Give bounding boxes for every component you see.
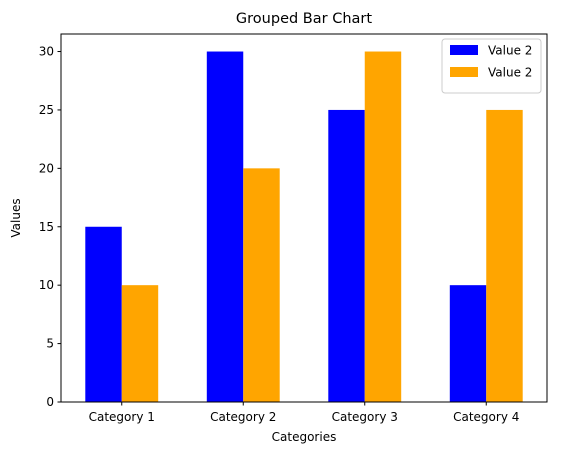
plot-frame	[60, 33, 548, 403]
x-axis-label: Categories	[272, 430, 337, 444]
y-tick-label: 5	[46, 337, 54, 351]
y-tick-label: 15	[39, 220, 54, 234]
bar-series1-category-4	[449, 285, 487, 402]
plot-area	[85, 51, 523, 403]
bar-series2-category-4	[486, 109, 523, 402]
legend-swatch	[450, 45, 478, 55]
x-axis: Category 1 Category 2 Category 3 Category 4	[89, 402, 519, 424]
y-axis: 0 5 10 15 20 25 30	[39, 45, 61, 409]
y-tick-label: 0	[46, 395, 54, 409]
bar-series1-category-2	[206, 51, 244, 403]
x-tick-label: Category 1	[89, 410, 155, 424]
bar-series1-category-1	[85, 226, 122, 402]
legend: Value 2 Value 2	[441, 38, 542, 94]
x-tick-label: Category 2	[210, 410, 276, 424]
x-tick-label: Category 3	[332, 410, 398, 424]
bar-series2-category-1	[121, 285, 159, 402]
bar-series2-category-3	[364, 51, 402, 403]
legend-label: Value 2	[488, 44, 532, 58]
legend-label: Value 2	[488, 66, 532, 80]
y-axis-label: Values	[9, 198, 23, 237]
y-tick-label: 20	[39, 161, 54, 175]
bar-series1-category-3	[328, 109, 365, 402]
legend-swatch	[450, 67, 478, 77]
y-tick-label: 30	[39, 45, 54, 59]
x-tick-label: Category 4	[453, 410, 519, 424]
chart-title: Grouped Bar Chart	[236, 11, 372, 27]
bar-series2-category-2	[243, 168, 280, 402]
y-tick-label: 10	[39, 278, 54, 292]
y-tick-label: 25	[39, 103, 54, 117]
